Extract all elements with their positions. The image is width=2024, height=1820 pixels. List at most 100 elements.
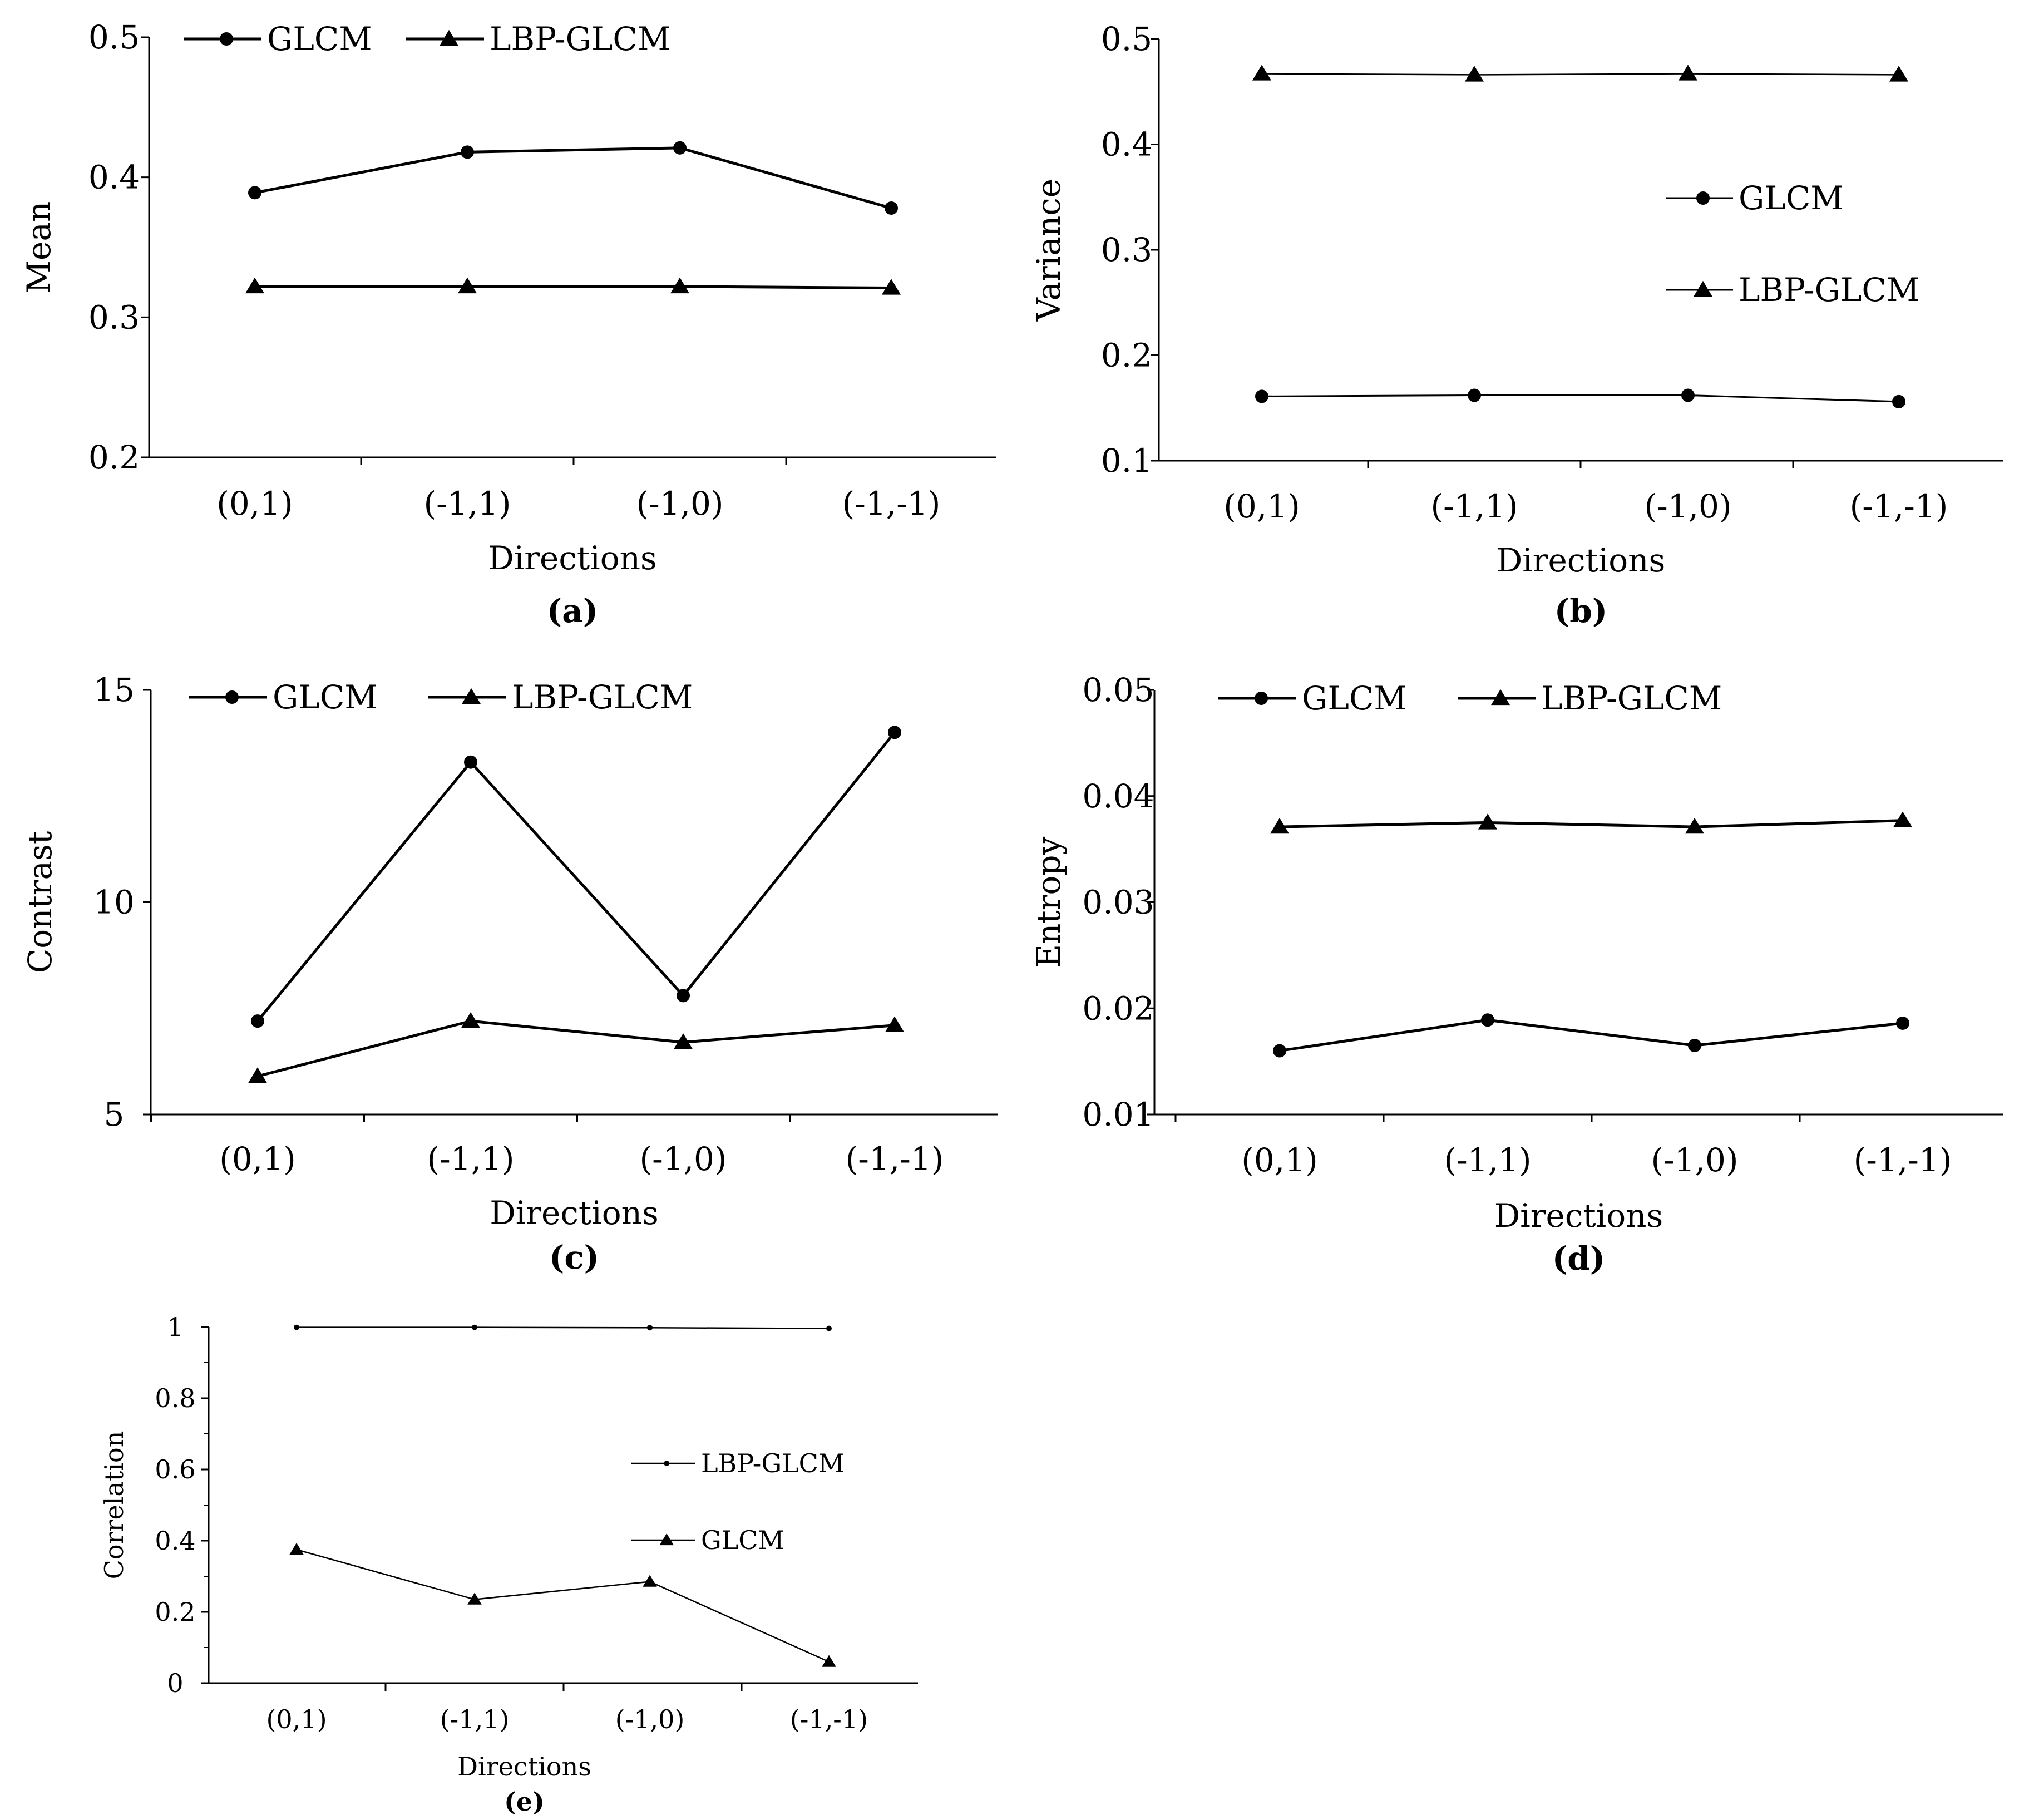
y-tick-label: 10 <box>93 884 135 921</box>
data-point <box>673 141 687 155</box>
data-point <box>1681 388 1695 402</box>
data-point <box>888 726 901 739</box>
x-tick-label: (-1,0) <box>636 485 723 522</box>
data-point <box>289 1542 304 1555</box>
data-point <box>1270 817 1290 834</box>
legend-marker <box>220 32 233 46</box>
legend-marker <box>1696 191 1710 205</box>
y-tick-label: 0.5 <box>1101 20 1152 58</box>
series-glcm <box>289 1542 836 1667</box>
data-point <box>1678 65 1698 81</box>
y-tick-label: 0.4 <box>1101 126 1152 164</box>
data-point <box>251 1014 264 1028</box>
data-point <box>822 1655 836 1667</box>
data-point <box>677 989 690 1003</box>
y-tick-label: 0.2 <box>155 1597 195 1627</box>
data-point <box>647 1325 653 1331</box>
series-lbp-glcm <box>294 1324 832 1331</box>
legend-label: GLCM <box>273 678 378 716</box>
y-tick-label: 0.3 <box>1101 231 1152 269</box>
x-tick-label: (-1,-1) <box>842 485 941 522</box>
data-point <box>1252 65 1272 81</box>
data-point <box>1688 1039 1701 1053</box>
series-line <box>1279 819 1903 828</box>
series-line <box>1261 73 1899 76</box>
data-point <box>1893 811 1913 827</box>
y-tick-label: 0.05 <box>1082 671 1154 709</box>
x-tick-label: (0,1) <box>1241 1141 1318 1179</box>
data-point <box>1896 1016 1909 1030</box>
y-tick-label: 0.03 <box>1082 884 1154 921</box>
data-point <box>826 1325 832 1331</box>
data-point <box>294 1324 299 1330</box>
data-point <box>464 755 477 769</box>
panel-label: (c) <box>549 1239 599 1276</box>
x-tick-label: (-1,-1) <box>846 1140 944 1178</box>
data-point <box>461 145 474 159</box>
data-point <box>643 1575 657 1587</box>
x-tick-label: (-1,0) <box>615 1704 685 1734</box>
data-point <box>457 277 477 294</box>
legend-label: LBP-GLCM <box>512 678 693 716</box>
legend-marker <box>225 690 239 704</box>
x-tick-label: (-1,-1) <box>790 1704 868 1734</box>
panel-label: (e) <box>504 1787 545 1817</box>
panel-label: (b) <box>1554 592 1607 630</box>
panel-label: (d) <box>1552 1240 1605 1278</box>
data-point <box>885 1016 905 1032</box>
x-axis-title: Directions <box>1497 541 1665 579</box>
series-line <box>296 1548 830 1663</box>
data-point <box>670 277 690 294</box>
data-point <box>248 1067 268 1083</box>
y-tick-label: 0.3 <box>88 298 140 336</box>
legend-label: GLCM <box>1739 179 1844 217</box>
panel-label: (a) <box>547 592 598 630</box>
y-tick-label: 0.4 <box>155 1526 195 1556</box>
x-tick-label: (-1,1) <box>1444 1141 1531 1179</box>
series-lbp-glcm <box>1252 65 1909 82</box>
legend: GLCM LBP-GLCM <box>184 20 670 58</box>
data-point <box>248 186 261 200</box>
y-axis-title: Mean <box>20 201 58 294</box>
legend-label: GLCM <box>267 20 372 58</box>
legend-marker <box>1693 280 1713 297</box>
y-tick-label: 1 <box>167 1312 183 1342</box>
series-glcm <box>1273 1013 1909 1058</box>
series-lbp-glcm <box>1270 811 1913 834</box>
x-tick-label: (-1,1) <box>423 485 511 522</box>
legend-label: LBP-GLCM <box>1541 679 1722 717</box>
x-tick-label: (0,1) <box>216 485 293 522</box>
legend: GLCM LBP-GLCM <box>189 678 693 716</box>
series-line <box>1261 394 1899 403</box>
y-tick-label: 0.1 <box>1101 442 1152 480</box>
y-tick-label: 0.2 <box>1101 337 1152 374</box>
chart-b: 0.1 0.2 0.3 0.4 0.5 (0,1) (-1,1) (-1,0) (-1,-1) D… <box>1030 20 2003 630</box>
legend-marker <box>1255 692 1268 705</box>
legend-marker <box>1490 689 1510 706</box>
legend: GLCM LBP-GLCM <box>1666 179 1919 309</box>
chart-c: 5 10 15 (0,1) (-1,1) (-1,0) (-1,-1) Directions C… <box>21 671 998 1276</box>
data-point <box>467 1592 482 1605</box>
series-glcm <box>248 141 898 215</box>
legend: LBP-GLCM GLCM <box>631 1448 845 1555</box>
x-axis-title: Directions <box>457 1752 591 1782</box>
x-tick-label: (-1,1) <box>440 1704 510 1734</box>
legend-marker <box>664 1461 670 1466</box>
data-point <box>1255 389 1268 403</box>
x-tick-label: (-1,1) <box>427 1140 514 1178</box>
legend-label: LBP-GLCM <box>701 1448 845 1478</box>
y-tick-label: 0.4 <box>88 159 140 196</box>
y-tick-label: 0.2 <box>88 438 140 476</box>
data-point <box>1468 388 1481 402</box>
y-axis-title: Entropy <box>1030 837 1068 968</box>
x-tick-label: (0,1) <box>266 1704 327 1734</box>
data-point <box>472 1324 477 1330</box>
data-point <box>1685 817 1705 834</box>
series-line <box>255 285 892 289</box>
y-tick-label: 0.02 <box>1082 989 1154 1027</box>
data-point <box>1889 66 1909 82</box>
chart-a: 0.2 0.3 0.4 0.5 (0,1) (-1,1) (-1,0) (-1,-1) Dire… <box>20 18 996 630</box>
y-tick-label: 0.04 <box>1082 777 1154 815</box>
legend: GLCM LBP-GLCM <box>1218 679 1722 717</box>
